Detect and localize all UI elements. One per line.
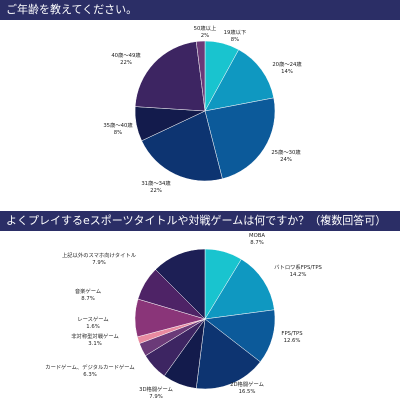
pie-slice [141,110,223,182]
pie-slice [195,318,261,390]
pie-slice [195,40,206,112]
pie-slice [134,41,206,112]
slice-label: 3D格闘ゲーム 7.9% [139,385,173,400]
slice-label: 2D格闘ゲーム 16.5% [230,380,264,395]
slice-label: 25歳～30歳 24% [271,148,301,163]
age-pie-chart: 19歳以下 8% 20歳～24歳 14% 25歳～30歳 24% 31歳～34歳 22% 35歳… [103,24,302,194]
pie-slice [204,97,276,180]
slice-label: MOBA 8.7% [249,233,265,246]
chart-1-title: ご年齢を教えてください。 [0,0,400,20]
slice-label: 上記以外のスマホ向けタイトル 7.9% [62,251,137,266]
slice-label: 35歳～40歳 8% [103,121,133,136]
slice-label: 非対称型対戦ゲーム 3.1% [71,332,119,347]
slice-label: 50歳以上 2% [194,24,217,39]
slice-label: レースゲーム 1.6% [77,315,108,330]
slice-label: 31歳～34歳 22% [141,179,171,194]
game-pie-chart: MOBA 8.7% バトロワ系FPS/TPS 14.2% FPS/TPS 12.6% 2D格… [45,233,322,400]
slice-label: 40歳～49歳 22% [111,51,141,66]
slice-label: 19歳以下 8% [224,28,247,43]
slice-label: バトロワ系FPS/TPS 14.2% [274,263,322,278]
pie-slice [204,258,275,320]
slice-label: 音楽ゲーム 8.7% [75,287,101,302]
slice-label: カードゲーム、デジタルカードゲーム 6.3% [45,363,134,378]
pie-slice [155,248,206,320]
slice-label: FPS/TPS 12.6% [281,331,303,344]
pie-slice [204,49,275,112]
chart-2-title: よくプレイするeスポーツタイトルや対戦ゲームは何ですか？（複数回答可） [0,211,400,231]
slice-label: 20歳～24歳 14% [272,60,302,75]
